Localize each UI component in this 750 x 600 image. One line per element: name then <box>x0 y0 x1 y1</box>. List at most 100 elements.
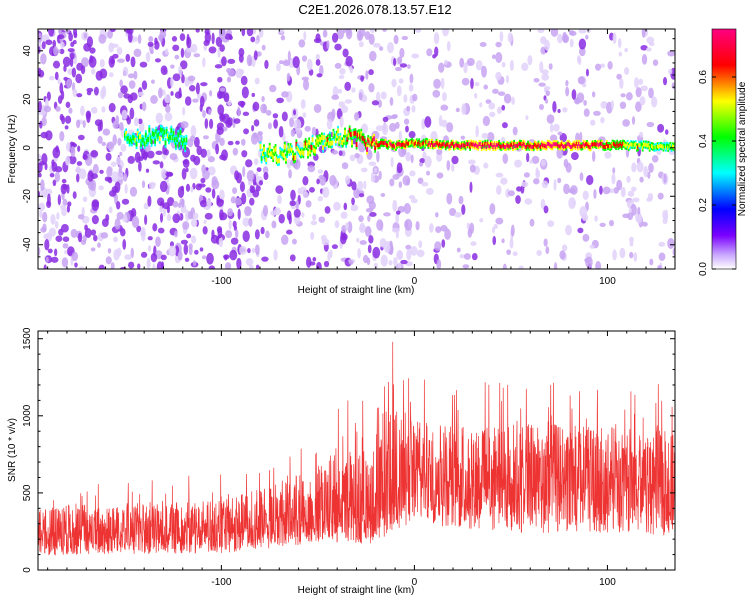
spectrogram-cell <box>116 46 123 55</box>
spectrogram-cell <box>393 34 399 45</box>
spectrogram-cell <box>475 60 483 71</box>
spectrogram-cell <box>646 197 653 202</box>
spectrogram-cell <box>389 178 395 187</box>
spectrogram-cell <box>148 181 156 190</box>
spectrogram-cell <box>466 57 475 67</box>
spectrogram-cell <box>582 190 589 200</box>
spectrogram-cell <box>93 86 99 96</box>
spectrogram-cell <box>302 191 309 199</box>
spectrogram-cell <box>636 161 644 173</box>
spectrogram-cell <box>458 195 464 205</box>
spectrogram-cell <box>305 200 312 208</box>
ridge-cell <box>532 144 535 149</box>
ridge-cell <box>466 142 469 147</box>
ridge-cell <box>176 137 178 143</box>
spectrogram-cell <box>133 48 142 58</box>
ridge-cell <box>641 145 644 150</box>
spectrogram-cell <box>203 219 207 224</box>
spectrogram-cell <box>663 173 667 184</box>
spectrogram-cell <box>392 199 398 212</box>
ridge-cell <box>376 143 379 148</box>
spectrogram-cell <box>64 125 69 130</box>
spectrogram-cell <box>460 135 466 140</box>
spectrogram-cell <box>159 161 164 169</box>
ridge-cell <box>494 145 497 150</box>
spectrogram-cell <box>76 161 83 166</box>
ridge-cell <box>519 141 521 146</box>
ridge-cell <box>303 142 306 148</box>
spectrogram-cell <box>435 226 442 234</box>
ridge-cell <box>574 144 577 149</box>
spectrogram-cell <box>421 181 429 187</box>
spectrogram-cell <box>303 31 307 41</box>
spectrogram-cell <box>368 83 375 93</box>
spectrogram-cell <box>313 103 322 113</box>
spectrogram-cell <box>436 259 442 269</box>
spectrogram-cell <box>483 162 489 169</box>
spectrogram-cell <box>122 239 127 250</box>
spectrogram-cell <box>109 29 116 33</box>
ridge-cell <box>278 158 280 164</box>
spectrogram-cell <box>463 253 471 260</box>
spectrogram-cell <box>91 214 99 225</box>
ridge-cell <box>433 143 436 148</box>
spectrogram-cell <box>350 204 359 212</box>
spectrogram-cell <box>307 165 316 173</box>
spectrogram-cell <box>492 235 497 246</box>
ridge-cell <box>491 143 494 148</box>
spectrogram-cell <box>395 212 400 224</box>
spectrogram-cell <box>367 244 372 254</box>
spectrogram-cell <box>553 123 560 132</box>
spectrogram-cell <box>144 214 148 226</box>
spectrogram-cell <box>446 122 454 133</box>
spectrogram-cell <box>208 108 212 116</box>
ridge-cell <box>625 143 628 148</box>
ridge-cell <box>128 138 131 144</box>
spectrogram-x-tick-label: 100 <box>599 276 616 287</box>
ridge-cell <box>259 143 262 149</box>
ridge-cell <box>632 142 635 147</box>
ridge-cell <box>536 144 539 149</box>
spectrogram-cell <box>219 154 227 161</box>
spectrogram-cell <box>372 42 381 48</box>
ridge-cell <box>366 146 368 152</box>
ridge-cell <box>529 143 532 148</box>
spectrogram-cell <box>293 119 302 131</box>
spectrogram-cell <box>290 128 296 137</box>
spectrogram-cell <box>435 212 439 218</box>
spectrogram-cell <box>403 202 411 214</box>
spectrogram-cell <box>113 236 118 243</box>
spectrogram-cell <box>208 118 214 130</box>
spectrogram-cell <box>187 210 194 220</box>
ridge-cell <box>660 144 663 149</box>
spectrogram-cell <box>260 226 265 235</box>
spectrogram-cell <box>559 250 566 260</box>
colorbar-tick-label: 0.0 <box>698 262 709 276</box>
spectrogram-cell <box>393 57 397 67</box>
ridge-cell <box>646 143 649 148</box>
spectrogram-cell <box>368 33 375 45</box>
ridge-cell <box>166 133 169 139</box>
spectrogram-cell <box>192 212 199 220</box>
spectrogram-cell <box>495 41 502 48</box>
spectrogram-cell <box>536 250 542 257</box>
ridge-cell <box>455 142 458 147</box>
spectrogram-cell <box>182 146 191 158</box>
ridge-cell <box>528 144 531 149</box>
spectrogram-cell <box>172 73 181 82</box>
spectrogram-cell <box>664 209 669 222</box>
spectrogram-cell <box>265 230 270 239</box>
ridge-cell <box>615 144 617 149</box>
spectrogram-cell <box>441 119 448 128</box>
spectrogram-cell <box>372 246 381 259</box>
spectrogram-cell <box>227 208 234 217</box>
spectrogram-cell <box>418 240 423 249</box>
spectrogram-cell <box>117 137 122 146</box>
spectrogram-cell <box>60 223 69 233</box>
spectrogram-cell <box>39 209 43 219</box>
spectrogram-cell <box>44 188 53 196</box>
ridge-cell <box>272 154 275 160</box>
spectrogram-cell <box>622 119 630 127</box>
spectrogram-cell <box>106 166 113 178</box>
spectrogram-cell <box>82 196 88 203</box>
